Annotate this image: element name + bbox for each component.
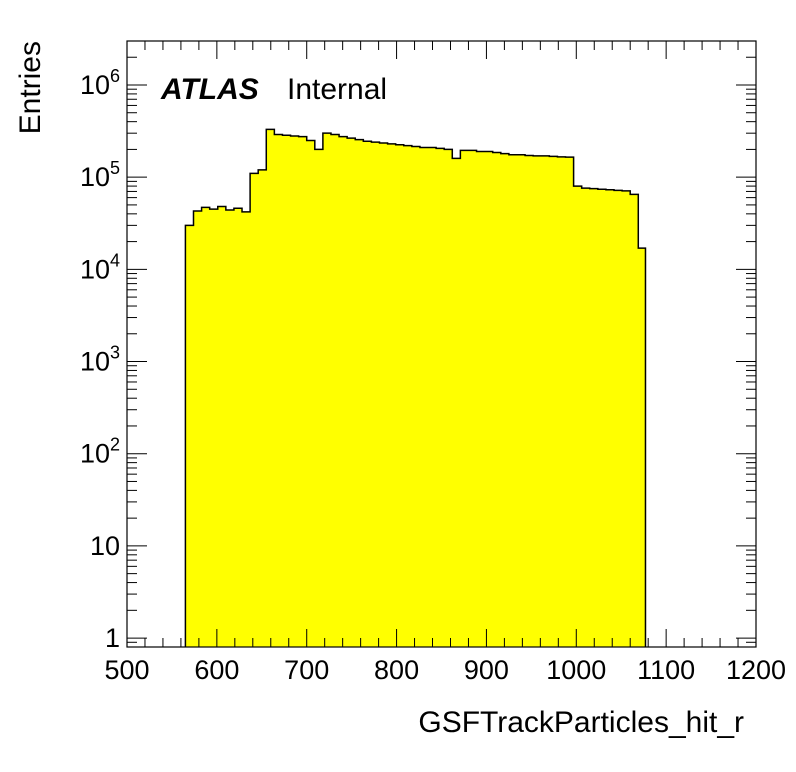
histogram-bin (217, 206, 227, 647)
histogram-bin (622, 190, 631, 647)
atlas-label: ATLAS (160, 73, 259, 106)
histogram-bin (492, 152, 502, 647)
internal-label: Internal (287, 73, 387, 106)
y-tick-label: 10 (90, 531, 120, 561)
x-tick-label: 600 (194, 655, 239, 685)
x-tick-label: 900 (464, 655, 509, 685)
histogram-bin (605, 189, 615, 647)
histogram-bin (363, 141, 373, 647)
histogram-bin (185, 225, 195, 648)
y-tick-label: 105 (80, 158, 120, 192)
histogram-bin (266, 129, 275, 648)
histogram-bin (508, 154, 518, 647)
histogram-bin (460, 150, 470, 647)
histogram-bin (225, 210, 235, 648)
histogram-bin (201, 207, 211, 647)
x-axis-label: GSFTrackParticles_hit_r (418, 706, 744, 739)
histogram-bin (500, 153, 510, 647)
histogram-bin (525, 155, 534, 648)
histogram-bin (597, 189, 607, 647)
histogram-bin (233, 208, 243, 647)
x-tick-label: 1000 (546, 655, 606, 685)
x-tick-label: 800 (374, 655, 419, 685)
histogram-bin (484, 151, 494, 647)
histogram-bin (533, 155, 542, 647)
x-tick-label: 1200 (726, 655, 786, 685)
y-tick-label: 1 (105, 623, 120, 653)
histogram-bin (589, 188, 599, 647)
histogram-bin (306, 140, 316, 648)
x-tick-label: 1100 (637, 655, 695, 685)
histogram-outline (184, 128, 647, 647)
histogram-bin (428, 147, 437, 647)
y-tick-label: 103 (80, 343, 120, 377)
histogram-bin (452, 158, 461, 647)
histogram-bin (347, 138, 356, 647)
histogram-bin (630, 194, 639, 648)
histogram-bin (436, 148, 445, 647)
histogram-bin (476, 151, 486, 647)
histogram-bin (411, 146, 421, 647)
y-tick-label: 104 (80, 250, 120, 284)
histogram-bin (322, 133, 332, 647)
histogram-bin (371, 142, 381, 647)
histogram-bin (193, 210, 203, 648)
histogram-bin (638, 248, 647, 648)
histogram-bars (185, 129, 647, 648)
x-tick-labels: 500 600 700 800 900 1000 1100 1200 (104, 655, 786, 685)
histogram-bin (290, 135, 300, 647)
histogram-bin (242, 211, 251, 648)
histogram-bin (468, 150, 478, 647)
histogram-bin (282, 135, 292, 647)
y-axis-label: Entries (14, 41, 47, 134)
histogram-bin (557, 156, 567, 647)
y-tick-label: 106 (80, 66, 120, 100)
histogram-bin (444, 149, 453, 647)
histogram-bin (614, 190, 623, 648)
histogram-bin (549, 156, 559, 647)
y-tick-labels: 1 10 102 103 104 105 106 (80, 66, 120, 653)
histogram-bin (250, 173, 259, 647)
histogram-bin (387, 143, 397, 648)
histogram-bin (419, 147, 429, 647)
histogram-bin (314, 149, 324, 647)
histogram-bin (379, 142, 389, 647)
histogram-bin (403, 145, 413, 647)
x-tick-label: 500 (104, 655, 149, 685)
histogram-bin (209, 209, 219, 647)
y-tick-label: 102 (80, 435, 120, 469)
histogram-bin (258, 169, 267, 647)
plot-frame (126, 40, 757, 648)
histogram-bin (339, 136, 348, 648)
histogram-bin (274, 134, 284, 647)
x-tick-label: 700 (284, 655, 329, 685)
histogram-bin (516, 154, 526, 647)
histogram-bin (541, 155, 550, 647)
histogram-bin (330, 134, 340, 647)
histogram-bin (573, 186, 583, 648)
histogram-bin (565, 157, 575, 647)
histogram-bin (581, 188, 591, 647)
histogram-bin (355, 139, 364, 647)
histogram-bin (298, 136, 308, 648)
histogram-bin (395, 144, 405, 647)
